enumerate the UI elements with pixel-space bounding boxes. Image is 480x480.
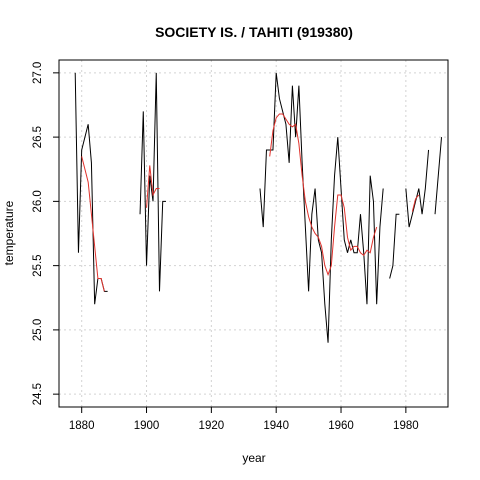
y-tick-label: 25.5 — [32, 254, 44, 276]
y-tick-label: 27.0 — [32, 62, 44, 84]
plot-frame — [58, 59, 449, 408]
smoothed-series-line — [146, 165, 160, 208]
raw-series-line — [259, 72, 384, 343]
x-tick-label: 1980 — [393, 420, 419, 432]
raw-series-line — [434, 137, 443, 215]
smoothed-series-line — [411, 194, 420, 212]
x-tick-label: 1880 — [69, 420, 95, 432]
chart-title: SOCIETY IS. / TAHITI (919380) — [155, 24, 353, 40]
grid-layer — [59, 60, 448, 407]
x-axis-label: year — [242, 451, 265, 465]
x-tick-label: 1920 — [199, 420, 225, 432]
y-tick-label: 25.0 — [32, 319, 44, 341]
x-tick-label: 1960 — [328, 420, 354, 432]
y-tick-label: 24.5 — [32, 383, 44, 405]
raw-series-line — [405, 149, 430, 228]
raw-series-line — [389, 213, 400, 279]
x-tick-label: 1940 — [263, 420, 289, 432]
axis-layer: 1880 1900 1920 1940 1960 1980 24.5 25.0 25.5 26.0… — [32, 62, 419, 432]
y-tick-label: 26.0 — [32, 190, 44, 212]
x-tick-label: 1900 — [134, 420, 160, 432]
raw-series-line — [74, 72, 108, 305]
smoothed-series-line — [81, 156, 105, 292]
smoothed-series-line — [269, 113, 378, 277]
raw-series-line — [139, 72, 166, 292]
y-axis-label: temperature — [2, 200, 16, 265]
y-tick-label: 26.5 — [32, 126, 44, 148]
data-layer — [74, 72, 443, 343]
